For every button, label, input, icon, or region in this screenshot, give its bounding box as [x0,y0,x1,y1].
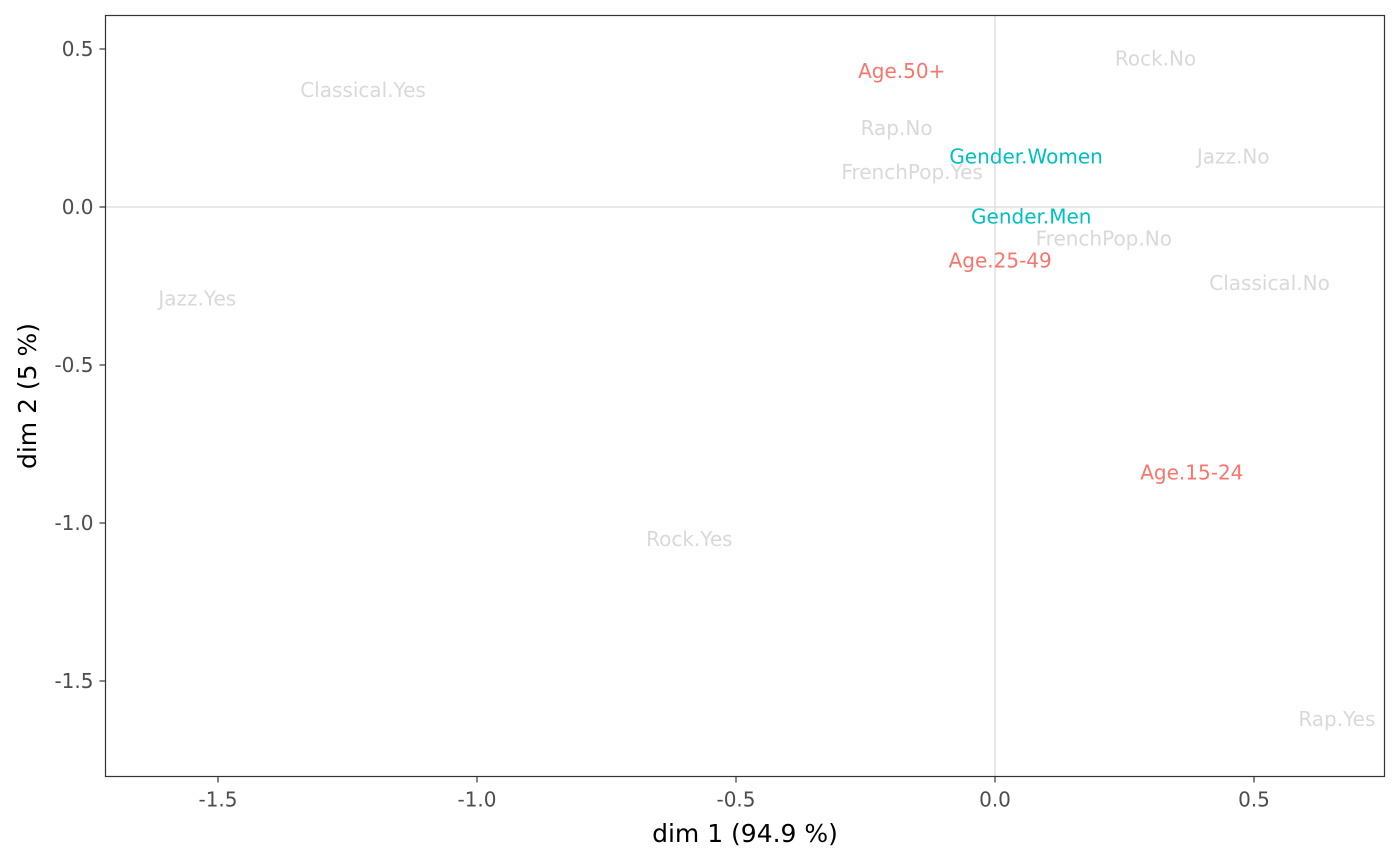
x-tick-label: -0.5 [716,788,755,812]
panel-border [104,14,1386,778]
x-axis: -1.5 -1.0 -0.5 0.0 0.5 [198,776,1270,812]
point-label-jazz-yes: Jazz.Yes [156,287,236,311]
y-tick-label: -1.0 [54,511,93,535]
x-tick-label: 0.0 [979,788,1011,812]
point-label-age-50-: Age.50+ [858,59,945,83]
panel-background [105,15,1385,777]
x-tick-label: -1.5 [198,788,237,812]
point-label-rock-no: Rock.No [1115,46,1196,70]
reference-lines [105,15,1385,777]
x-tick-label: -1.0 [457,788,496,812]
point-label-jazz-no: Jazz.No [1195,144,1270,168]
point-label-frenchpop-no: FrenchPop.No [1036,227,1172,251]
y-tick-label: -0.5 [54,353,93,377]
point-label-age-15-24: Age.15-24 [1140,460,1243,484]
y-axis-title: dim 2 (5 %) [13,323,42,469]
y-tick-label: -1.5 [54,669,93,693]
point-label-rap-no: Rap.No [861,116,933,140]
point-labels: Classical.Yes Rock.No Age.50+ Rap.No Gender.… [156,46,1375,730]
point-label-rock-yes: Rock.Yes [646,527,732,551]
y-tick-label: 0.5 [62,37,94,61]
point-label-rap-yes: Rap.Yes [1298,707,1375,731]
point-label-classical-no: Classical.No [1209,271,1330,295]
x-axis-title: dim 1 (94.9 %) [652,819,838,848]
point-label-frenchpop-yes: FrenchPop.Yes [841,160,982,184]
point-label-age-25-49: Age.25-49 [949,249,1052,273]
x-tick-label: 0.5 [1238,788,1270,812]
y-tick-label: 0.0 [62,195,94,219]
point-label-classical-yes: Classical.Yes [300,78,426,102]
point-label-gender-women: Gender.Women [949,144,1103,168]
y-axis: 0.5 0.0 -0.5 -1.0 -1.5 [54,37,106,693]
point-label-gender-men: Gender.Men [971,204,1091,228]
